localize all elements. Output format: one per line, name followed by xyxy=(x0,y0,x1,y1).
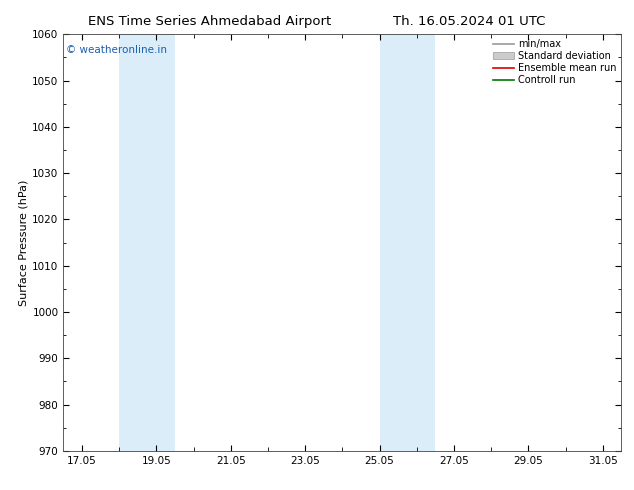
Bar xyxy=(380,34,436,451)
Text: © weatheronline.in: © weatheronline.in xyxy=(66,45,167,55)
Y-axis label: Surface Pressure (hPa): Surface Pressure (hPa) xyxy=(18,179,28,306)
Bar xyxy=(119,34,175,451)
Text: Th. 16.05.2024 01 UTC: Th. 16.05.2024 01 UTC xyxy=(393,15,545,28)
Text: ENS Time Series Ahmedabad Airport: ENS Time Series Ahmedabad Airport xyxy=(87,15,331,28)
Legend: min/max, Standard deviation, Ensemble mean run, Controll run: min/max, Standard deviation, Ensemble me… xyxy=(491,37,618,87)
